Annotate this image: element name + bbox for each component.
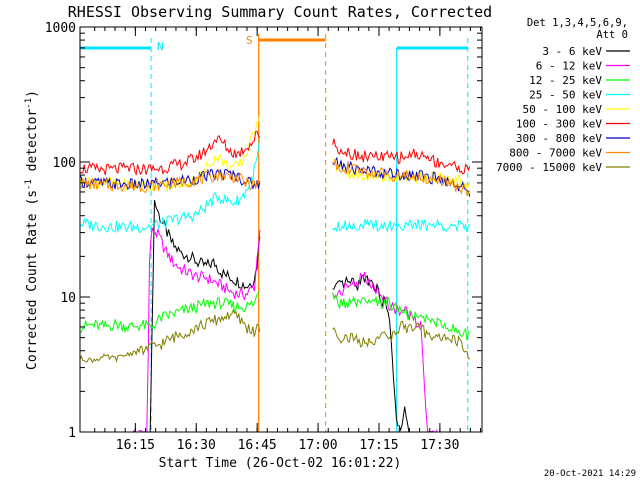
y-axis-label-mid: detector: [25, 109, 40, 180]
series-7-segment-0: [79, 168, 261, 193]
legend-entry-label: 3 - 6 keV: [542, 45, 602, 58]
x-axis-label: Start Time (26-Oct-02 16:01:22): [159, 456, 402, 471]
legend-header-1: Att 0: [596, 29, 628, 41]
series-2-segment-1: [332, 292, 470, 341]
chart-title: RHESSI Observing Summary Count Rates, Co…: [68, 3, 492, 21]
legend-entry-label: 25 - 50 keV: [529, 89, 602, 102]
series-5-segment-0: [79, 130, 261, 176]
generation-timestamp: 20-Oct-2021 14:29: [544, 469, 636, 479]
series-3-segment-1: [332, 218, 471, 233]
axes: 1 10 100 1000 16:15 16:30 16:45 17:00 17:15 17:30: [45, 21, 483, 453]
y-tick-label: 10: [60, 291, 76, 306]
legend-entry-label: 12 - 25 keV: [529, 74, 602, 87]
series-3-segment-0: [79, 136, 261, 233]
series-6-segment-1: [332, 156, 471, 197]
legend-header-0: Det 1,3,4,5,6,9,: [527, 17, 628, 29]
series-8-segment-0: [79, 308, 261, 364]
night-label: N: [157, 40, 164, 53]
series-1-segment-1: [332, 271, 438, 433]
legend-entry-label: 300 - 800 keV: [516, 132, 602, 145]
legend: Det 1,3,4,5,6,9,Att 0 3 - 6 keV 6 - 12 keV…: [496, 17, 630, 174]
y-axis-label: Corrected Count Rate (s-1 detector-1): [24, 90, 40, 370]
series-7-segment-1: [332, 159, 471, 197]
series-1-segment-0: [132, 227, 261, 433]
y-axis-label-exp1: -1: [24, 179, 34, 190]
legend-entry-label: 7000 - 15000 keV: [496, 161, 602, 174]
x-tick-label: 16:15: [116, 438, 155, 453]
legend-entry-label: 100 - 300 keV: [516, 118, 602, 131]
x-tick-label: 17:15: [359, 438, 398, 453]
saa-label: S: [246, 34, 253, 47]
x-tick-label: 17:30: [420, 438, 459, 453]
y-tick-label: 1: [68, 426, 76, 441]
x-tick-label: 17:00: [299, 438, 338, 453]
y-axis-label-main: Corrected Count Rate (s: [25, 190, 40, 370]
series-2-segment-0: [79, 290, 261, 334]
series-0-segment-1: [332, 274, 410, 433]
y-tick-label: 1000: [45, 21, 76, 36]
legend-entry-label: 50 - 100 keV: [523, 103, 603, 116]
series-8-segment-1: [332, 320, 470, 360]
y-axis-label-end: ): [25, 90, 40, 98]
legend-entry-label: 800 - 7000 keV: [509, 147, 602, 160]
legend-entry-label: 6 - 12 keV: [536, 60, 603, 73]
y-tick-label: 100: [53, 156, 76, 171]
series-5-segment-1: [332, 138, 471, 175]
x-tick-label: 16:45: [238, 438, 277, 453]
x-tick-label: 16:30: [177, 438, 216, 453]
y-axis-label-exp2: -1: [24, 98, 34, 109]
plot-frame: [79, 26, 483, 433]
